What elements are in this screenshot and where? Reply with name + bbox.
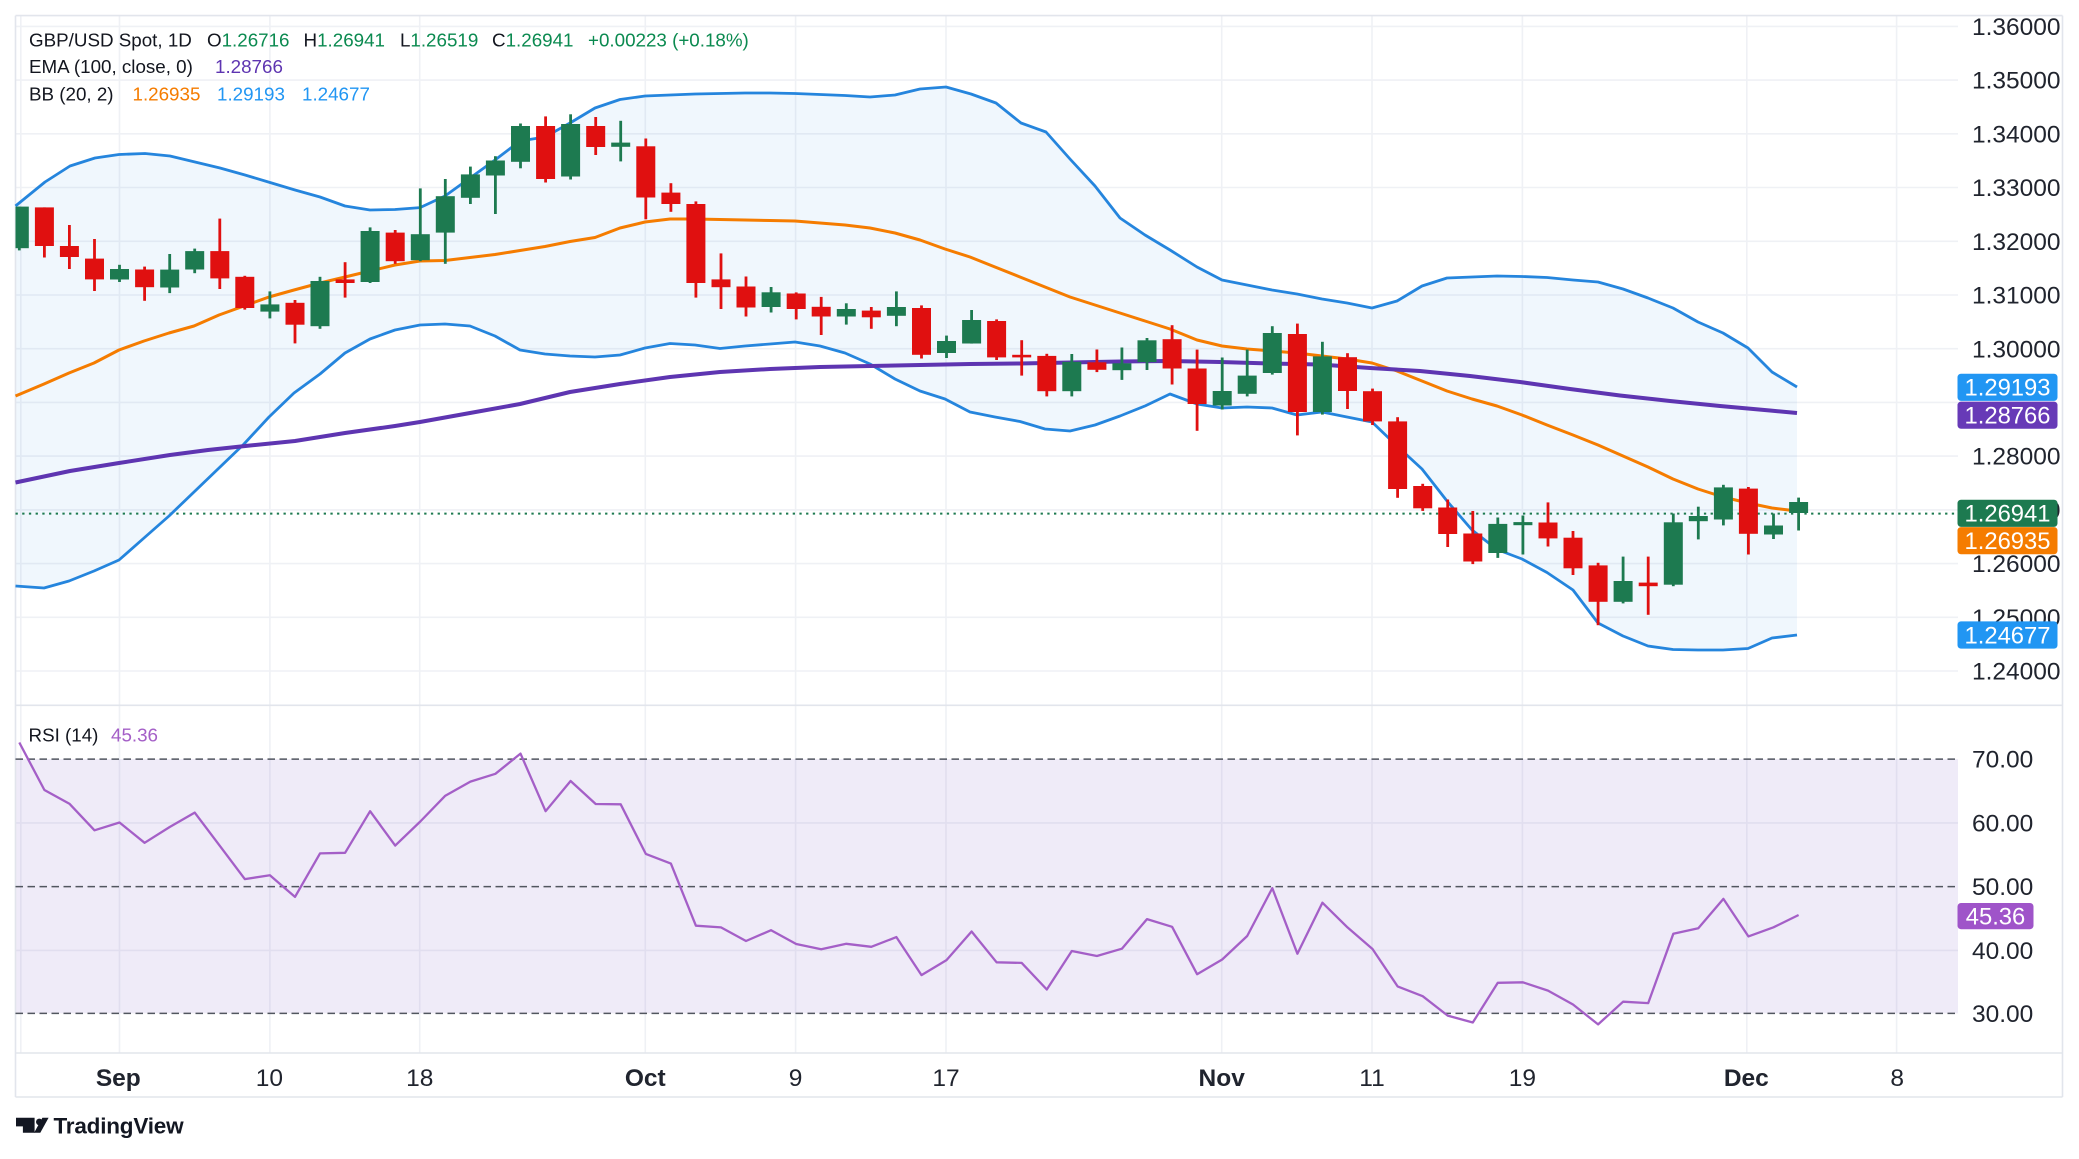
svg-text:17: 17 [932,1065,959,1092]
svg-text:9: 9 [789,1065,803,1092]
svg-text:45.36: 45.36 [1966,903,2026,930]
svg-text:1.26941: 1.26941 [1964,501,2050,528]
svg-text:Nov: Nov [1199,1065,1246,1092]
svg-text:1.26941: 1.26941 [317,30,385,51]
svg-text:EMA (100, close, 0): EMA (100, close, 0) [29,56,193,77]
svg-text:1.26519: 1.26519 [410,30,478,51]
svg-text:GBP/USD Spot, 1D: GBP/USD Spot, 1D [29,30,192,51]
svg-text:1.31000: 1.31000 [1972,283,2061,310]
svg-text:C: C [492,30,506,51]
svg-text:Sep: Sep [96,1065,141,1092]
svg-text:1.28766: 1.28766 [1964,403,2050,430]
svg-text:70.00: 70.00 [1972,747,2033,774]
svg-text:1.29193: 1.29193 [1964,375,2050,402]
svg-text:1.26716: 1.26716 [222,30,290,51]
svg-text:10: 10 [256,1065,283,1092]
svg-text:45.36: 45.36 [111,725,158,746]
svg-text:1.26941: 1.26941 [506,30,574,51]
svg-text:1.34000: 1.34000 [1972,121,2061,148]
svg-text:1.28766: 1.28766 [215,56,283,77]
svg-text:11: 11 [1359,1065,1384,1092]
svg-text:1.24677: 1.24677 [1964,622,2050,649]
svg-text:1.26935: 1.26935 [1964,528,2050,555]
svg-text:1.28000: 1.28000 [1972,444,2061,471]
svg-text:+0.00223 (+0.18%): +0.00223 (+0.18%) [588,30,749,51]
svg-text:BB (20, 2): BB (20, 2) [29,84,114,105]
svg-text:60.00: 60.00 [1972,811,2033,838]
svg-text:8: 8 [1890,1065,1904,1092]
svg-text:TradingView: TradingView [54,1114,185,1139]
svg-text:RSI (14): RSI (14) [29,725,99,746]
svg-text:Oct: Oct [625,1065,666,1092]
svg-text:1.26935: 1.26935 [133,84,201,105]
svg-text:O: O [207,30,222,51]
svg-text:30.00: 30.00 [1972,1001,2033,1028]
svg-text:1.24677: 1.24677 [302,84,370,105]
svg-text:1.33000: 1.33000 [1972,175,2061,202]
svg-text:1.32000: 1.32000 [1972,229,2061,256]
svg-text:1.24000: 1.24000 [1972,659,2061,686]
svg-text:19: 19 [1509,1065,1536,1092]
svg-text:1.30000: 1.30000 [1972,336,2061,363]
svg-text:H: H [304,30,318,51]
svg-text:1.36000: 1.36000 [1972,14,2061,41]
svg-text:50.00: 50.00 [1972,874,2033,901]
svg-text:1.35000: 1.35000 [1972,68,2061,95]
svg-text:1.29193: 1.29193 [217,84,285,105]
svg-text:Dec: Dec [1724,1065,1769,1092]
svg-text:18: 18 [406,1065,433,1092]
svg-text:L: L [400,30,410,51]
svg-text:40.00: 40.00 [1972,938,2033,965]
svg-text:1.26000: 1.26000 [1972,551,2061,578]
